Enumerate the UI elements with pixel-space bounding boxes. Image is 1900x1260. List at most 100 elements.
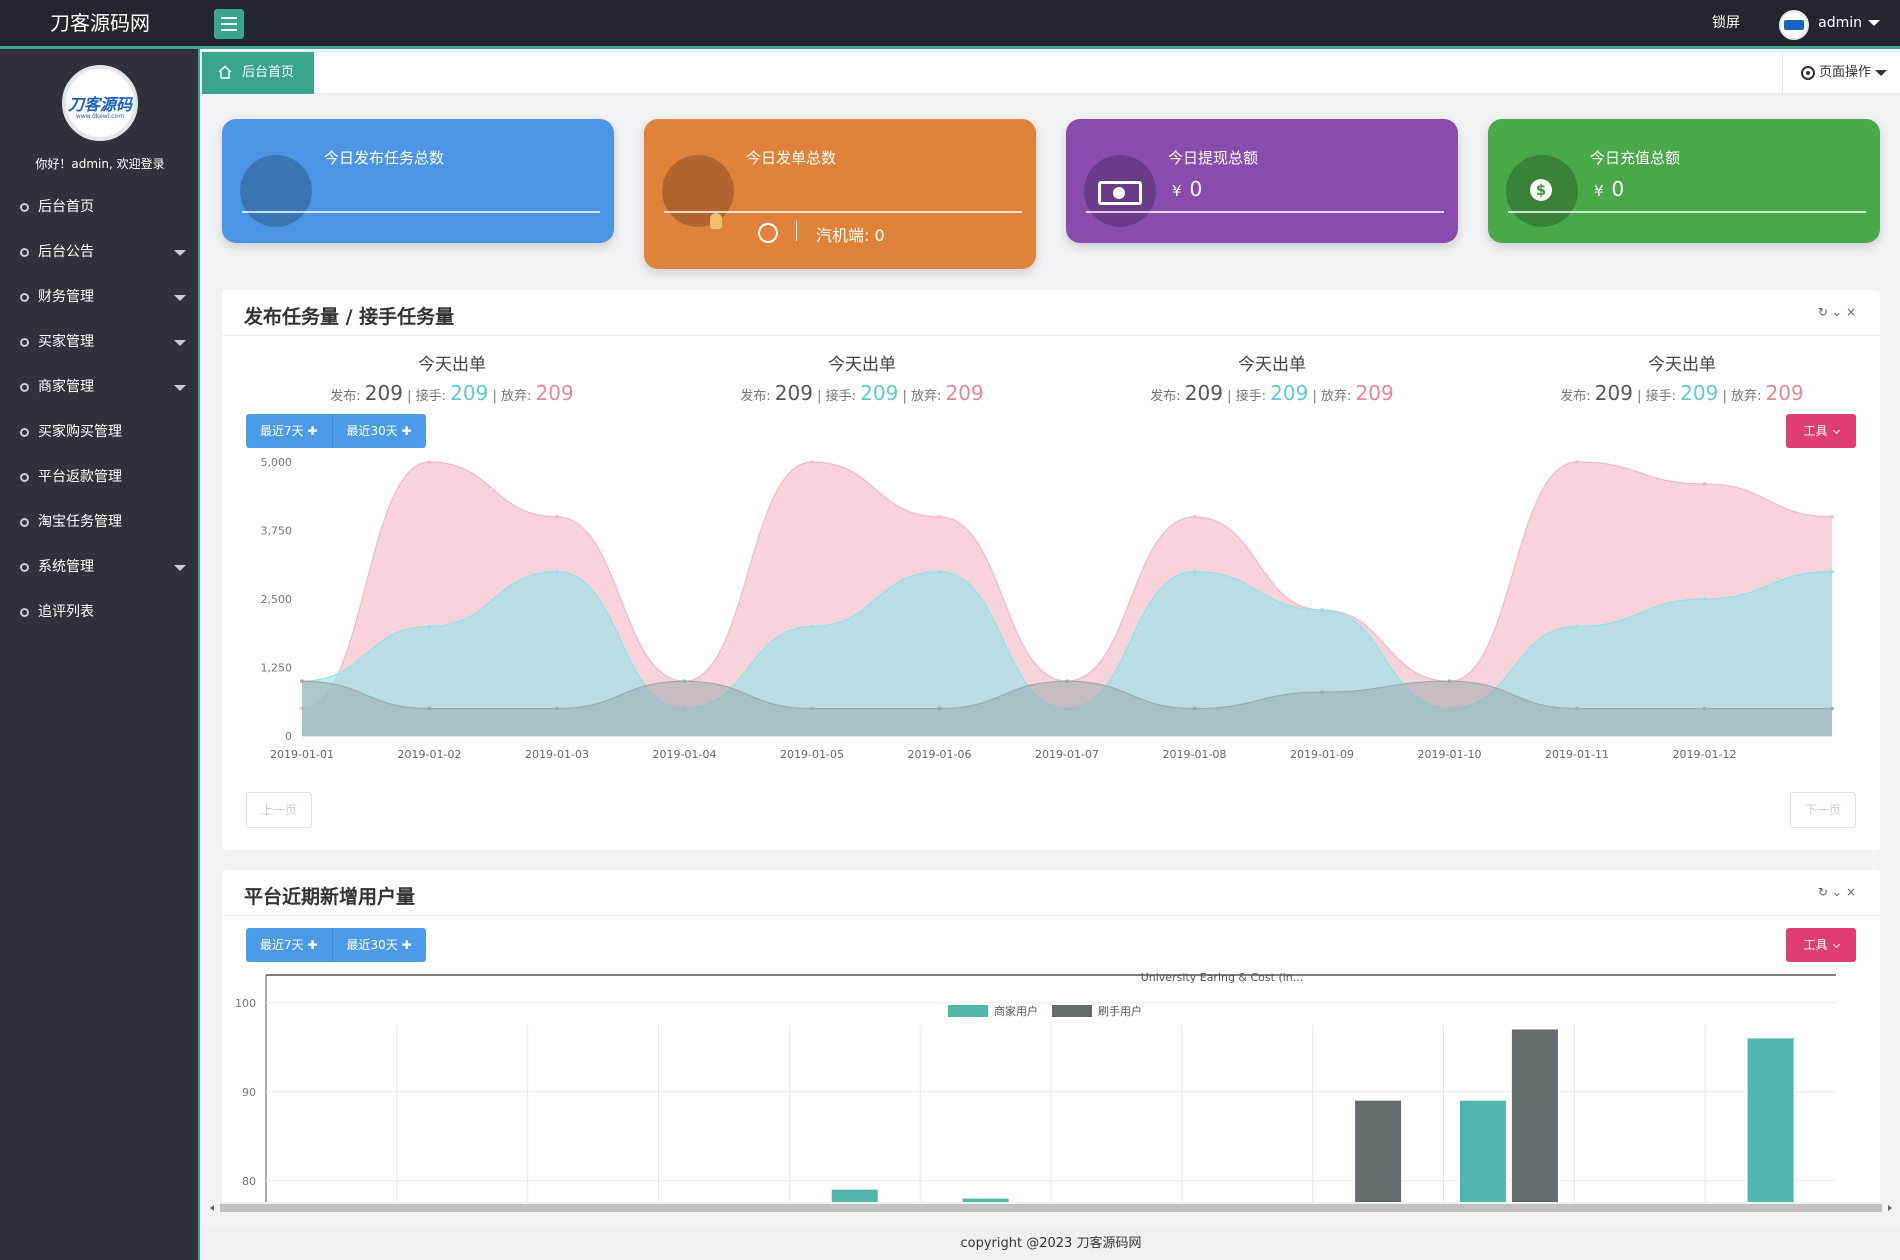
circle-icon	[20, 383, 29, 392]
y-tick-label: 5,000	[261, 456, 293, 469]
circle-icon	[20, 518, 29, 527]
data-point	[937, 515, 942, 519]
user-menu[interactable]: admin	[1818, 0, 1880, 46]
stat-title: 今天出单	[828, 355, 896, 375]
accepted-count: 209	[450, 381, 489, 405]
circle-icon	[20, 293, 29, 302]
last-30-days-button[interactable]: 最近30天 ✚	[332, 928, 426, 962]
last-7-days-button[interactable]: 最近7天 ✚	[246, 414, 333, 448]
scroll-right-arrow[interactable]	[1888, 1205, 1892, 1211]
panel-header: 发布任务量 / 接手任务量 ↻⌄×	[222, 290, 1880, 336]
horizontal-scrollbar[interactable]	[208, 1202, 1894, 1214]
card-today-orders: 今日发单总数 汽机端: 0	[644, 119, 1036, 269]
tools-dropdown-button[interactable]: 工具	[1786, 414, 1856, 448]
lock-screen-link[interactable]: 锁屏	[1712, 15, 1740, 31]
sidebar-item-label: 淘宝任务管理	[38, 514, 122, 530]
stat-title: 今天出单	[1238, 355, 1306, 375]
data-point	[937, 569, 942, 574]
data-point	[1065, 679, 1069, 683]
sidebar-item-6[interactable]: 平台返款管理	[0, 455, 198, 500]
accepted-count: 209	[860, 381, 899, 405]
sidebar-item-label: 商家管理	[38, 379, 94, 395]
page-operations-dropdown[interactable]: 页面操作	[1782, 52, 1900, 94]
sidebar-profile: 刀客源码 www.dkewl.com 你好！admin, 欢迎登录	[0, 49, 200, 184]
last-30-days-button[interactable]: 最近30天 ✚	[332, 414, 426, 448]
data-point	[1192, 706, 1197, 711]
sidebar-item-9[interactable]: 追评列表	[0, 590, 198, 635]
card-today-withdraw: 今日提现总额 ¥0	[1066, 119, 1458, 243]
card-today-recharge: $ 今日充值总额 ¥0	[1488, 119, 1880, 243]
accepted-count: 209	[1270, 381, 1309, 405]
prev-page-button[interactable]: 上一页	[246, 792, 312, 828]
x-tick-label: 2019-01-08	[1163, 748, 1227, 761]
legend-swatch	[1052, 1005, 1092, 1017]
sidebar-item-label: 系统管理	[38, 559, 94, 575]
circle-icon	[20, 248, 29, 257]
next-page-button[interactable]: 下一页	[1790, 792, 1856, 828]
data-point	[1830, 706, 1834, 711]
sidebar-item-0[interactable]: 后台首页	[0, 185, 198, 230]
published-count: 209	[774, 381, 813, 405]
data-point	[1320, 608, 1324, 612]
refresh-icon[interactable]: ↻	[1817, 885, 1832, 899]
chart-title: University Earing & Cost (in...	[1141, 971, 1304, 984]
tab-home[interactable]: 后台首页	[202, 52, 314, 94]
data-point	[555, 569, 559, 574]
x-tick-label: 2019-01-11	[1545, 748, 1609, 761]
data-point	[1192, 515, 1197, 519]
collapse-icon[interactable]: ⌄	[1831, 305, 1846, 319]
data-point	[1575, 460, 1579, 464]
data-point	[1702, 597, 1707, 601]
sidebar-item-7[interactable]: 淘宝任务管理	[0, 500, 198, 545]
tools-dropdown-button[interactable]: 工具	[1786, 928, 1856, 962]
home-icon	[218, 65, 232, 79]
line-series-0	[301, 461, 1833, 710]
range-button-group: 最近7天 ✚ 最近30天 ✚	[246, 414, 426, 448]
data-point	[427, 624, 432, 629]
card-title: 今日发布任务总数	[324, 149, 445, 167]
chevron-down-icon	[1868, 20, 1880, 26]
card-divider	[664, 211, 1022, 213]
refresh-icon[interactable]: ↻	[1817, 305, 1832, 319]
menu-toggle-button[interactable]	[214, 9, 244, 39]
x-tick-label: 2019-01-05	[780, 748, 844, 761]
close-icon[interactable]: ×	[1845, 885, 1860, 899]
close-icon[interactable]: ×	[1845, 305, 1860, 319]
panel-task-volume: 发布任务量 / 接手任务量 ↻⌄× 今天出单 发布: 209 | 接手: 209 …	[222, 290, 1880, 850]
stat-summary: 今天出单 发布: 209 | 接手: 209 | 放弃: 209	[652, 350, 1072, 405]
accepted-label: 接手:	[825, 389, 857, 404]
card-value: ¥0	[1594, 177, 1625, 201]
abandoned-count: 209	[1355, 381, 1394, 405]
top-navbar: 刀客源码网 锁屏 admin	[0, 0, 1900, 49]
sidebar-item-3[interactable]: 买家管理	[0, 320, 198, 365]
card-title: 今日发单总数	[746, 149, 837, 167]
sidebar-item-8[interactable]: 系统管理	[0, 545, 198, 590]
data-point	[1702, 482, 1707, 486]
panel-tools: ↻⌄×	[1818, 305, 1860, 319]
last-7-days-button[interactable]: 最近7天 ✚	[246, 928, 333, 962]
brand-title: 刀客源码网	[50, 11, 150, 35]
circle-icon	[20, 473, 29, 482]
y-tick-label: 0	[285, 730, 292, 743]
data-point	[1575, 624, 1579, 629]
user-avatar[interactable]	[1779, 10, 1809, 40]
stat-summary: 今天出单 发布: 209 | 接手: 209 | 放弃: 209	[1472, 350, 1892, 405]
legend-swatch	[948, 1005, 988, 1017]
user-name: admin	[1818, 15, 1862, 31]
tab-bar: 后台首页 页面操作	[202, 52, 1900, 94]
data-point	[427, 460, 432, 464]
sidebar-item-1[interactable]: 后台公告	[0, 230, 198, 275]
published-count: 209	[1184, 381, 1223, 405]
abandoned-count: 209	[535, 381, 574, 405]
scrollbar-thumb[interactable]	[220, 1204, 1882, 1212]
sidebar-nav: 后台首页 后台公告 财务管理 买家管理商家管理买家购买管理 平台返款管理淘宝任务管理 系统…	[0, 185, 198, 635]
accepted-label: 接手:	[1235, 389, 1267, 404]
sidebar-item-4[interactable]: 商家管理	[0, 365, 198, 410]
stat-title: 今天出单	[418, 355, 486, 375]
sidebar-item-2[interactable]: 财务管理	[0, 275, 198, 320]
sidebar-item-5[interactable]: 买家购买管理	[0, 410, 198, 455]
target-icon	[1801, 66, 1815, 80]
x-tick-label: 2019-01-06	[908, 748, 972, 761]
scroll-left-arrow[interactable]	[210, 1205, 214, 1211]
collapse-icon[interactable]: ⌄	[1831, 885, 1846, 899]
